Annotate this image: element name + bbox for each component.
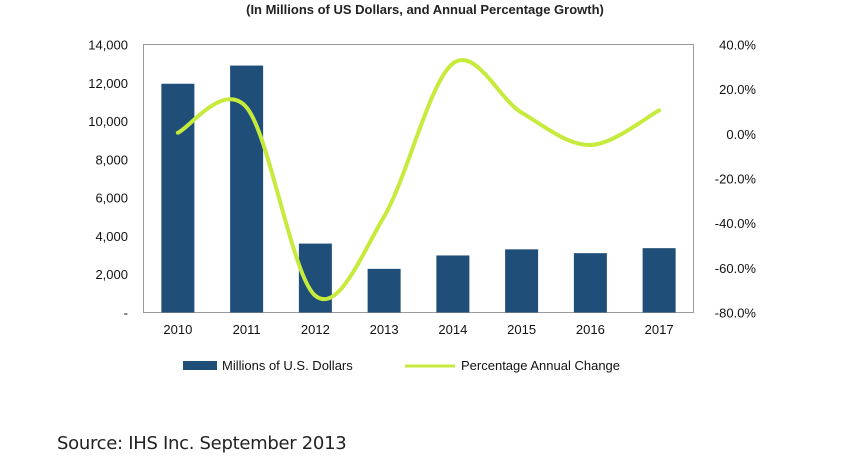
source-note: Source: IHS Inc. September 2013	[57, 433, 347, 454]
right-axis-tick: -60.0%	[715, 261, 757, 276]
x-axis-tick: 2017	[645, 322, 674, 337]
left-axis-tick: -	[124, 306, 128, 321]
legend-label-bars: Millions of U.S. Dollars	[222, 358, 353, 373]
x-axis-tick: 2014	[438, 322, 467, 337]
x-axis-tick: 2016	[576, 322, 605, 337]
bar-2013	[367, 268, 401, 313]
x-axis-tick: 2013	[370, 322, 399, 337]
bar-2015	[505, 249, 539, 313]
x-axis-tick: 2015	[507, 322, 536, 337]
left-axis-tick: 2,000	[95, 267, 128, 282]
bar-2017	[642, 248, 676, 313]
right-axis-tick: -20.0%	[715, 172, 757, 187]
left-axis-tick: 12,000	[88, 76, 128, 91]
bar-2010	[161, 83, 195, 313]
left-axis-tick: 10,000	[88, 114, 128, 129]
left-axis-tick: 14,000	[88, 38, 128, 53]
left-axis-tick: 6,000	[95, 191, 128, 206]
plot-area-border	[143, 44, 694, 313]
right-axis-tick: -40.0%	[715, 216, 757, 231]
x-axis-tick: 2011	[233, 322, 261, 337]
bar-2014	[436, 255, 470, 313]
left-axis-tick: 8,000	[95, 152, 128, 167]
right-axis-tick: -80.0%	[715, 306, 757, 321]
x-axis-tick: 2012	[301, 322, 330, 337]
right-axis-tick: 0.0%	[726, 127, 756, 142]
line-percentage-change	[175, 58, 662, 301]
right-axis-tick: 20.0%	[719, 82, 756, 97]
chart-subtitle: (In Millions of US Dollars, and Annual P…	[246, 2, 604, 17]
bar-2016	[573, 253, 607, 313]
left-axis-tick: 4,000	[95, 229, 128, 244]
bar-2011	[230, 65, 264, 313]
legend-label-line: Percentage Annual Change	[461, 358, 620, 373]
legend-swatch-bars	[183, 361, 217, 370]
x-axis-tick: 2010	[163, 322, 192, 337]
right-axis-tick: 40.0%	[719, 38, 756, 53]
